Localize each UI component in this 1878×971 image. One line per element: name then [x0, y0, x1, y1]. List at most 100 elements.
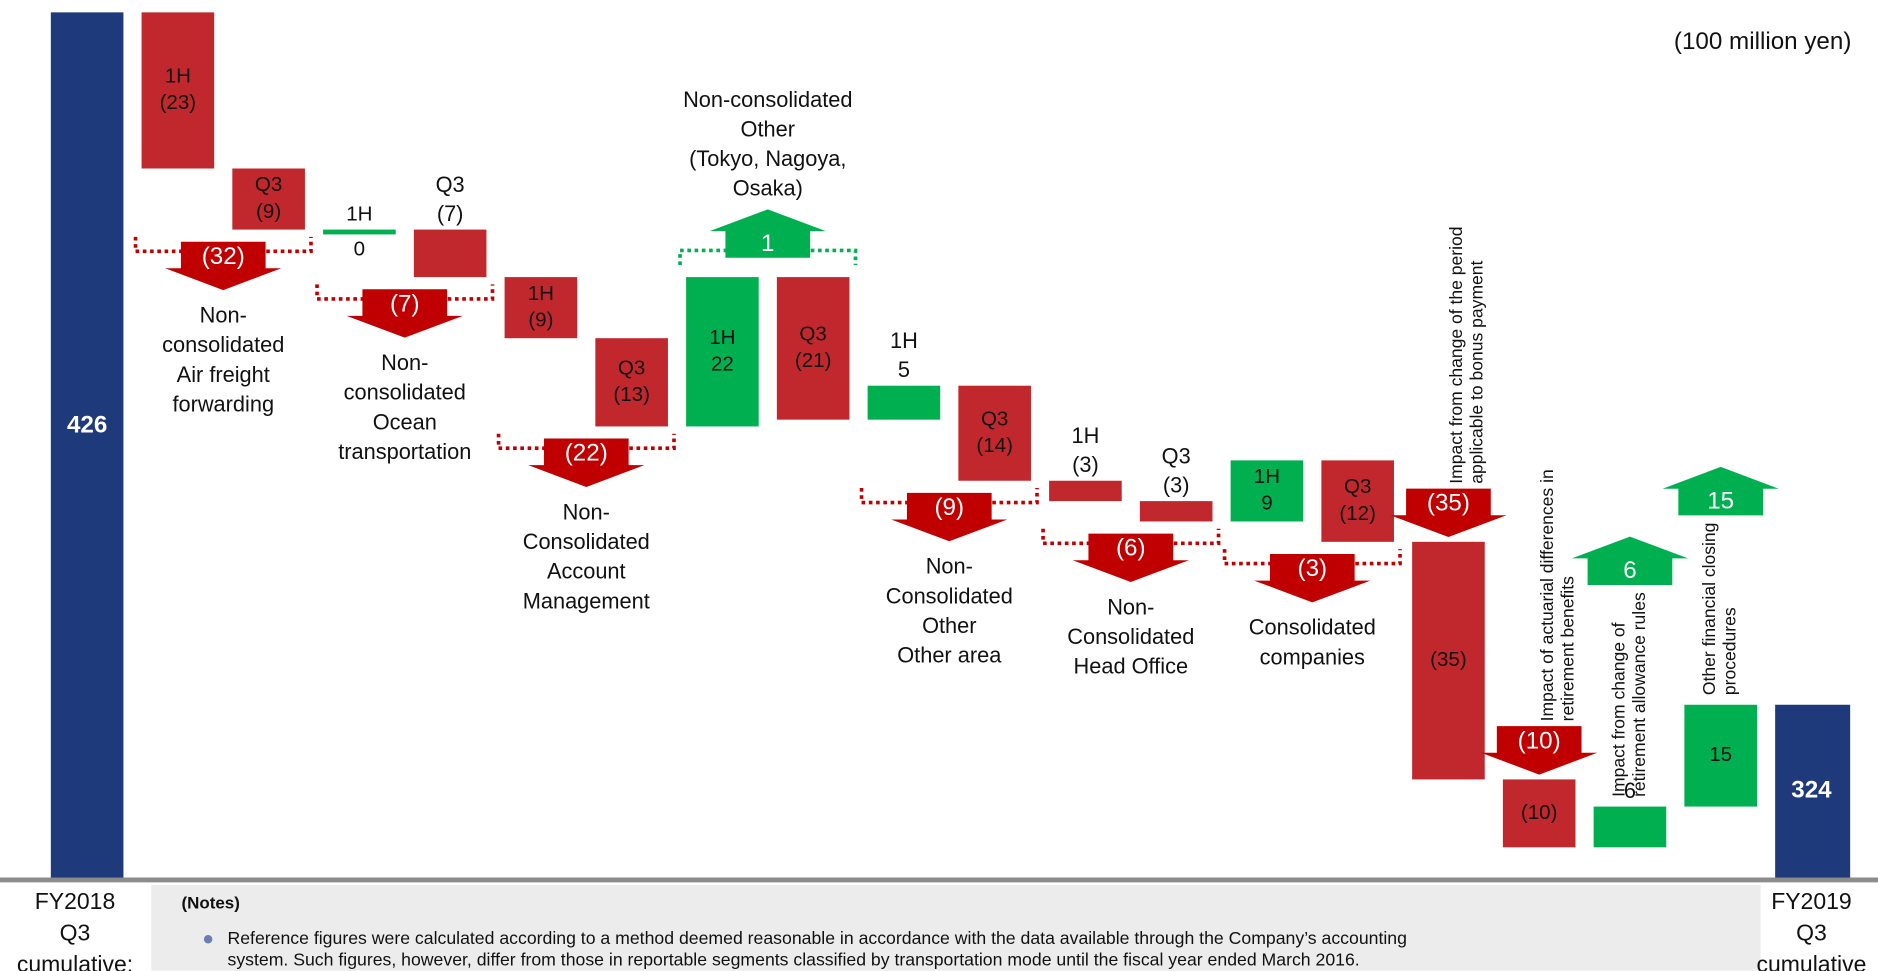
- step-label: (10): [1521, 801, 1558, 824]
- notes-line: Reference figures were calculated accord…: [227, 928, 1406, 948]
- step-label: Q3: [981, 407, 1008, 430]
- arrow: [165, 241, 282, 291]
- total-label: cumulative: [1757, 951, 1867, 971]
- step-label: Q3: [436, 172, 465, 197]
- total-value: 426: [67, 412, 107, 439]
- single-name: retirement allowance rules: [1629, 592, 1649, 797]
- group-name: Non-: [926, 554, 973, 579]
- group-name: Air freight: [177, 362, 270, 387]
- step-label: 1H: [709, 326, 735, 349]
- group-name: consolidated: [162, 332, 284, 357]
- arrow: [1571, 536, 1689, 586]
- arrow-label: 6: [1623, 557, 1636, 584]
- step-label: (21): [795, 349, 832, 372]
- single-name: Impact of actuarial differences in: [1537, 469, 1557, 721]
- arrow: [1662, 466, 1779, 516]
- single-name: Impact from change of: [1608, 622, 1628, 797]
- step-label: 1H: [1072, 423, 1100, 448]
- step-label: (23): [160, 91, 197, 114]
- total-value: 324: [1791, 777, 1832, 804]
- step-label: 1H: [528, 282, 554, 305]
- total-bar: [50, 12, 124, 878]
- single-name: applicable to bonus payment: [1467, 260, 1487, 483]
- arrow: [1390, 488, 1507, 538]
- unit-label: (100 million yen): [1674, 28, 1851, 55]
- arrow-label: (9): [935, 494, 965, 521]
- arrow: [1481, 726, 1598, 775]
- arrow-label: (10): [1518, 727, 1561, 754]
- step-label: (9): [528, 308, 553, 331]
- notes-line: system. Such figures, however, differ fr…: [227, 950, 1359, 970]
- step-bar: [141, 12, 215, 169]
- step-bar: [776, 277, 850, 420]
- step-bar: [1684, 704, 1757, 807]
- single-name: procedures: [1720, 607, 1740, 695]
- step-bar: [867, 385, 941, 420]
- step-label: (14): [976, 434, 1013, 457]
- group-name: Head Office: [1074, 654, 1189, 679]
- arrow-label: (22): [565, 440, 608, 467]
- step-label: 0: [354, 238, 365, 261]
- arrow: [528, 438, 645, 487]
- step-label: (13): [613, 383, 650, 406]
- group-name: Non-: [381, 350, 428, 375]
- group-name: Non-: [563, 499, 610, 524]
- group-name: Consolidated: [523, 529, 650, 554]
- step-label: (9): [256, 200, 281, 223]
- group-name: Other: [741, 116, 795, 141]
- group-name: (Tokyo, Nagoya,: [689, 146, 846, 171]
- step-bar: [1593, 806, 1667, 848]
- total-label: Q3: [60, 920, 91, 946]
- step-bar: [958, 385, 1031, 481]
- group-name: Ocean: [373, 409, 437, 434]
- arrow-label: (7): [390, 290, 420, 317]
- step-label: 1H: [1254, 465, 1280, 488]
- group-name: Non-: [1107, 594, 1154, 619]
- single-name: retirement benefits: [1557, 576, 1577, 721]
- arrow-label: (6): [1116, 535, 1146, 562]
- step-bar: [504, 277, 578, 339]
- step-bar: [595, 338, 668, 427]
- group-name: companies: [1260, 644, 1365, 669]
- arrow-label: 1: [761, 230, 774, 257]
- step-bar: [686, 277, 759, 427]
- step-label: (12): [1339, 502, 1376, 525]
- arrow-label: (35): [1427, 490, 1470, 517]
- group-name: forwarding: [172, 391, 274, 416]
- step-bar: [1502, 779, 1576, 848]
- step-bar: [1049, 480, 1122, 502]
- total-label: cumulative:: [17, 951, 133, 971]
- total-label: Q3: [1796, 920, 1827, 946]
- total-label: FY2019: [1771, 888, 1852, 914]
- step-label: Q3: [618, 356, 645, 379]
- group-name: Other: [922, 613, 976, 638]
- group-name: Consolidated: [1249, 615, 1376, 640]
- group-name: Non-: [200, 302, 247, 327]
- single-name: Impact from change of the period: [1446, 226, 1466, 483]
- step-label: (35): [1430, 648, 1467, 671]
- step-label: (3): [1163, 472, 1190, 497]
- total-bar: [1775, 704, 1851, 878]
- step-label: 15: [1709, 743, 1732, 766]
- step-bar: [413, 229, 487, 278]
- step-label: 1H: [165, 65, 191, 88]
- step-bar: [1139, 501, 1213, 522]
- group-name: Osaka): [733, 176, 803, 201]
- group-name: Non-consolidated: [683, 87, 852, 112]
- group-name: transportation: [338, 439, 471, 464]
- notes-box: [151, 884, 1761, 971]
- step-label: Q3: [255, 173, 282, 196]
- arrow: [891, 492, 1008, 542]
- arrow: [1072, 533, 1189, 582]
- step-label: Q3: [1162, 443, 1191, 468]
- arrow-label: 15: [1707, 487, 1734, 514]
- arrow: [1254, 553, 1371, 603]
- step-label: 1H: [890, 328, 918, 353]
- step-label: Q3: [1344, 475, 1371, 498]
- group-name: Other area: [897, 643, 1002, 668]
- step-label: Q3: [799, 323, 826, 346]
- group-name: consolidated: [344, 380, 466, 405]
- arrow-label: (32): [202, 243, 245, 270]
- step-bar: [232, 168, 305, 230]
